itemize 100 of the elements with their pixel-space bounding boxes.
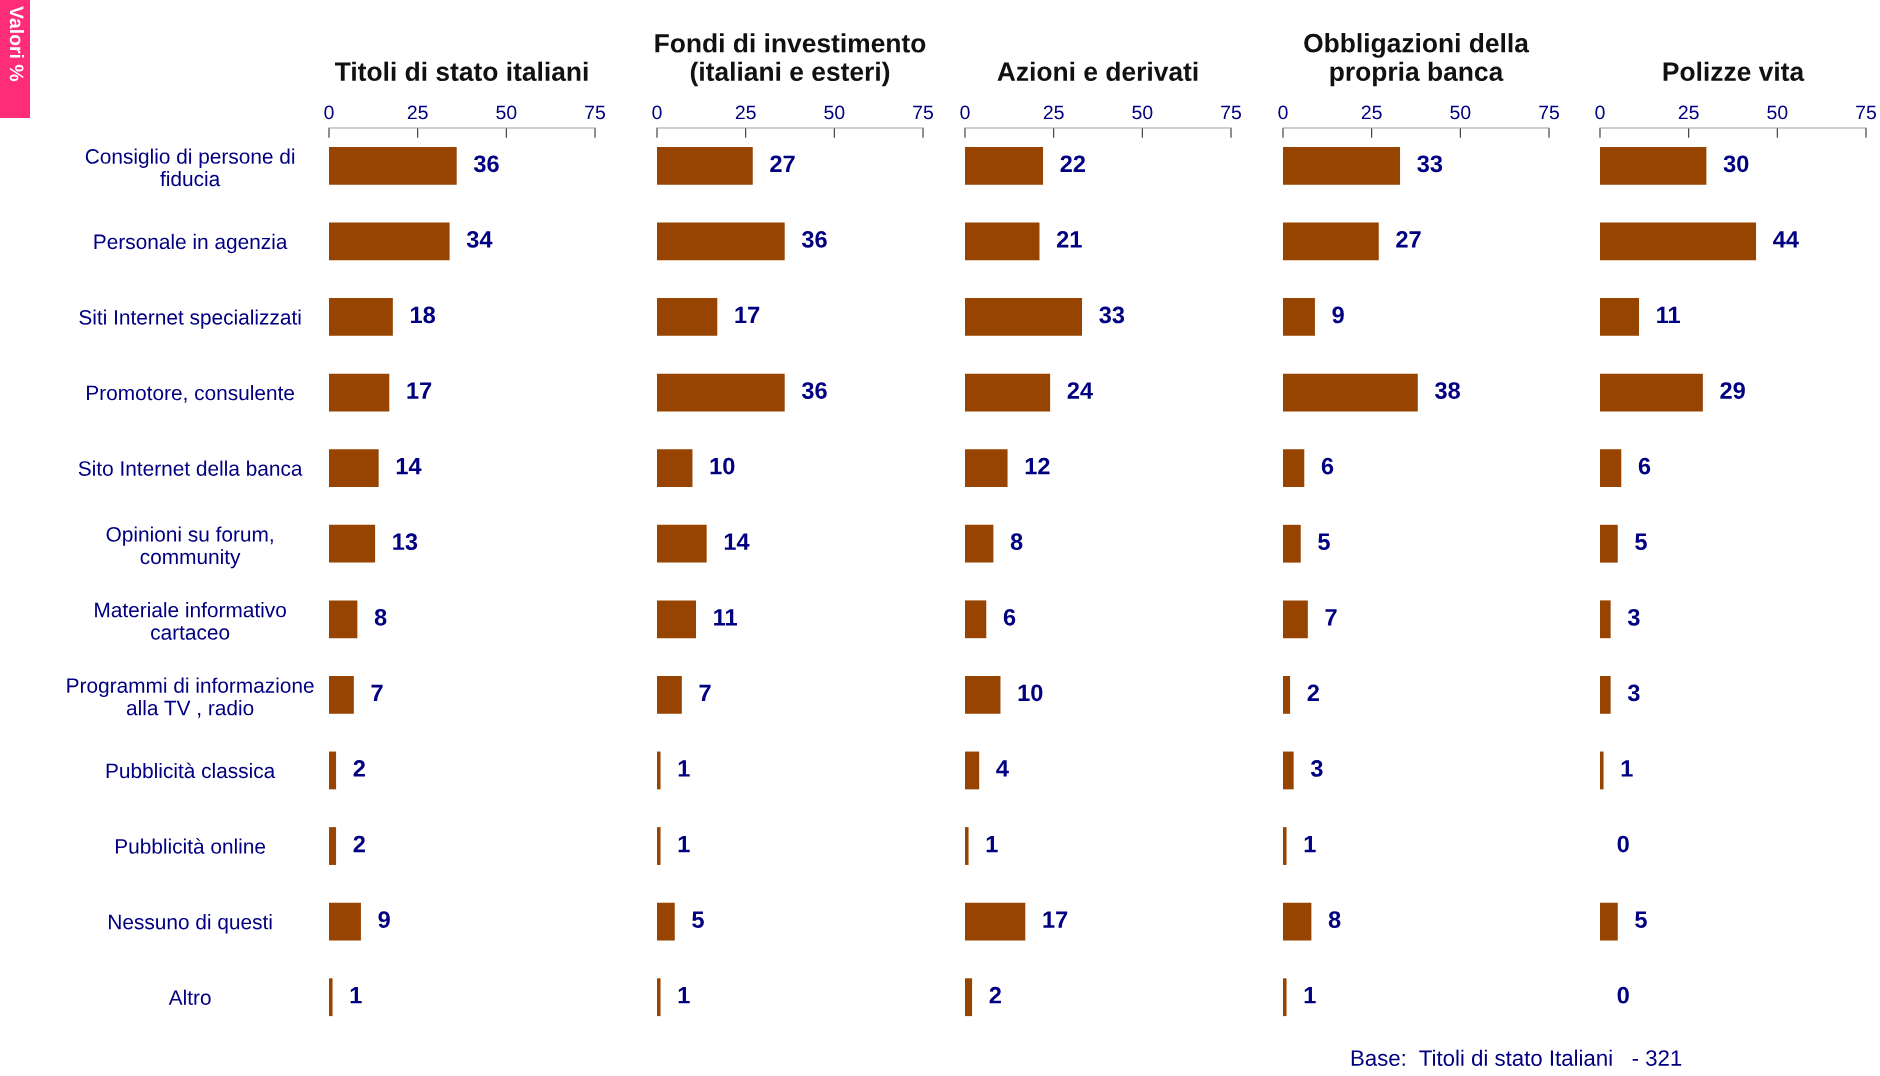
- data-label: 7: [699, 684, 711, 701]
- data-label: 1: [678, 987, 690, 1004]
- bar: [1283, 524, 1301, 563]
- bar: [965, 902, 1026, 941]
- x-tick-label: 75: [585, 105, 605, 120]
- data-label: 7: [371, 684, 383, 701]
- y-tick-label: Sito Internet della banca: [78, 460, 303, 476]
- data-label: 29: [1720, 382, 1745, 399]
- bar: [657, 600, 697, 639]
- bar: [1600, 524, 1618, 563]
- data-label: 1: [678, 760, 690, 777]
- y-tick-label: Siti Internet specializzati: [79, 309, 301, 329]
- text: Base: Titoli di stato Italiani - 321: [1351, 1049, 1682, 1066]
- bar: [329, 373, 390, 412]
- data-label: 22: [1060, 155, 1086, 172]
- y-tick-label: Materiale informativo cartaceo: [95, 602, 286, 640]
- bar: [1283, 751, 1294, 790]
- x-tick-label: 50: [496, 105, 517, 120]
- data-label: 12: [1025, 457, 1050, 475]
- data-label: 1: [678, 835, 690, 853]
- bar: [657, 978, 661, 1017]
- bar: [965, 751, 980, 790]
- data-label: 8: [1328, 911, 1341, 928]
- x-tick-label: 75: [1539, 105, 1559, 120]
- data-label: 5: [1635, 911, 1647, 928]
- y-tick-label: Opinioni su forum, community: [106, 526, 273, 569]
- bar: [329, 222, 450, 261]
- data-label: 1: [1304, 987, 1316, 1004]
- bar: [1283, 675, 1291, 714]
- chart-title: Azioni e derivati: [997, 61, 1198, 82]
- data-label: 0: [1617, 835, 1629, 853]
- bar: [1600, 600, 1611, 639]
- bar: [1283, 902, 1312, 941]
- data-label: 14: [724, 533, 750, 550]
- y-tick-label: Promotore, consulente: [87, 384, 294, 403]
- bar: [657, 902, 675, 941]
- data-label: 3: [1627, 608, 1640, 626]
- bar: [329, 675, 354, 714]
- bar: [965, 449, 1008, 488]
- data-label: 10: [710, 457, 735, 475]
- bar: [657, 751, 661, 790]
- x-tick-label: 75: [1221, 105, 1241, 120]
- data-label: 36: [473, 155, 499, 173]
- bar: [329, 524, 376, 563]
- y-tick-label: Personale in agenzia: [94, 233, 288, 254]
- x-tick-label: 0: [652, 105, 662, 120]
- x-tick-label: 50: [824, 105, 845, 120]
- data-label: 1: [1621, 760, 1633, 777]
- bar: [1600, 373, 1703, 412]
- bar: [965, 978, 973, 1017]
- bar: [1600, 675, 1611, 714]
- data-label: 24: [1067, 382, 1093, 399]
- chart-title: Fondi di investimento (italiani e esteri): [655, 33, 926, 87]
- bar: [657, 524, 707, 563]
- data-label: 7: [1325, 609, 1337, 626]
- bar: [329, 600, 358, 639]
- bar: [1600, 751, 1604, 790]
- x-tick-label: 0: [324, 105, 334, 120]
- data-label: 1: [350, 987, 362, 1004]
- bar: [1283, 978, 1287, 1017]
- y-tick-label: Programmi di informazione alla TV , radio: [67, 677, 314, 718]
- data-label: 36: [801, 382, 827, 399]
- chart-title: Polizze vita: [1663, 61, 1805, 82]
- data-label: 6: [1638, 457, 1651, 475]
- bar: [657, 298, 718, 336]
- bar: [329, 978, 333, 1017]
- bar: [1600, 902, 1618, 941]
- chart-title: Titoli di stato italiani: [334, 61, 588, 82]
- x-tick-label: 0: [1595, 105, 1605, 120]
- x-tick-label: 50: [1450, 105, 1471, 120]
- data-label: 38: [1434, 382, 1460, 399]
- bar: [1283, 449, 1305, 488]
- data-label: 2: [1307, 684, 1319, 701]
- bar: [1283, 298, 1315, 336]
- x-tick-label: 0: [1278, 105, 1288, 120]
- bar: [329, 902, 361, 941]
- data-label: 21: [1056, 230, 1082, 248]
- bar: [329, 298, 393, 336]
- bar: [1283, 373, 1418, 412]
- x-tick-label: 25: [1361, 105, 1382, 120]
- bar: [1283, 222, 1379, 261]
- data-label: 2: [989, 986, 1001, 1004]
- data-label: 3: [1310, 760, 1323, 777]
- bar: [965, 675, 1001, 714]
- data-label: 8: [1010, 533, 1023, 551]
- data-label: 44: [1773, 231, 1799, 248]
- bar: [1600, 146, 1707, 185]
- bar: [965, 373, 1051, 412]
- bar: [657, 146, 753, 185]
- data-label: 27: [770, 155, 795, 172]
- bar: [965, 298, 1083, 336]
- x-tick-label: 25: [1678, 105, 1699, 120]
- bar: [657, 675, 682, 714]
- y-tick-label: Pubblicità classica: [106, 762, 276, 779]
- bar: [965, 827, 969, 865]
- bar: [965, 146, 1044, 185]
- data-label: 17: [407, 382, 432, 399]
- bar: [657, 373, 785, 412]
- y-tick-label: Nessuno di questi: [109, 914, 272, 934]
- data-label: 5: [1635, 533, 1647, 551]
